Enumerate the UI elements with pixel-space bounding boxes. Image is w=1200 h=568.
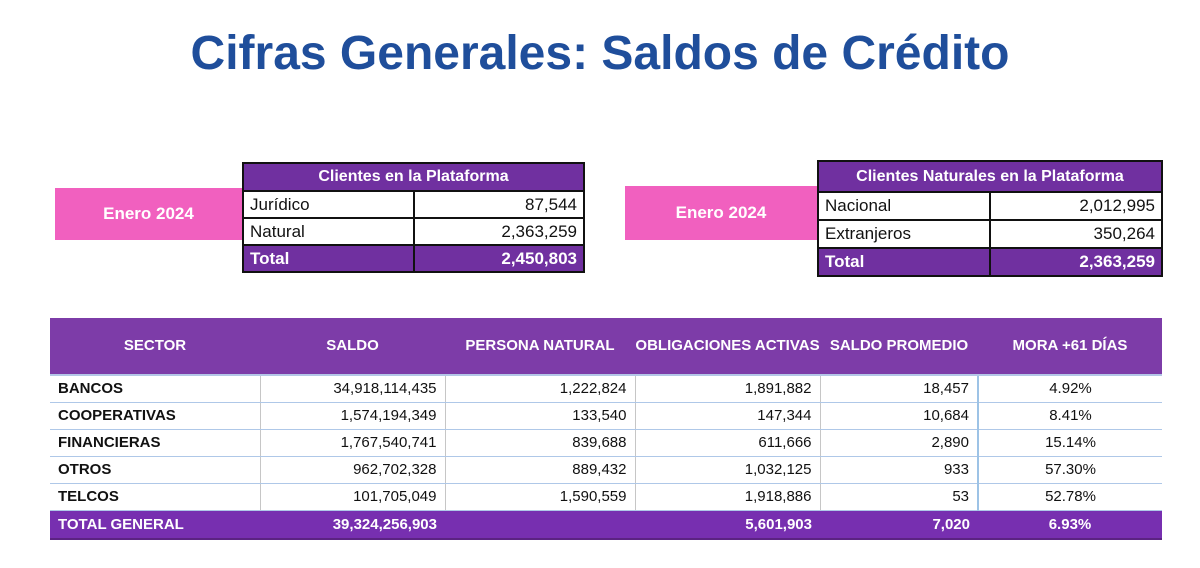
clients-platform-table: Clientes en la Plataforma Jurídico 87,54… [242,162,585,273]
cell-mora: 15.14% [977,428,1162,457]
cell-mora: 4.92% [977,374,1162,403]
table-row-telcos: TELCOS 101,705,049 1,590,559 1,918,886 5… [50,482,1162,511]
cell-persona-natural: 889,432 [444,455,636,484]
cell-total-label: TOTAL GENERAL [50,510,260,540]
cell-persona-natural: 133,540 [444,401,636,430]
grand-total-row: TOTAL GENERAL 39,324,256,903 5,601,903 7… [50,510,1162,540]
period-banner-left: Enero 2024 [55,188,242,240]
table-row: Jurídico 87,544 [242,190,585,219]
cell-saldo: 1,767,540,741 [259,428,446,457]
cell-saldo-promedio: 53 [819,482,979,511]
row-value: 87,544 [412,190,585,219]
cell-mora: 57.30% [977,455,1162,484]
column-header-obligaciones-activas: OBLIGACIONES ACTIVAS [635,318,820,376]
cell-sector: FINANCIERAS [50,428,261,457]
table-row-cooperativas: COOPERATIVAS 1,574,194,349 133,540 147,3… [50,401,1162,430]
table-row: Nacional 2,012,995 [817,191,1163,221]
cell-saldo-promedio: 933 [819,455,979,484]
column-header-saldo: SALDO [260,318,445,376]
period-label: Enero 2024 [675,203,767,222]
cell-saldo-promedio: 10,684 [819,401,979,430]
table-row-financieras: FINANCIERAS 1,767,540,741 839,688 611,66… [50,428,1162,457]
row-label: Extranjeros [817,219,991,249]
cell-obligaciones: 147,344 [634,401,821,430]
cell-sector: OTROS [50,455,261,484]
cell-saldo: 1,574,194,349 [259,401,446,430]
cell-saldo: 962,702,328 [259,455,446,484]
row-value: 350,264 [989,219,1163,249]
cell-total-persona-natural [445,510,635,540]
table-row-bancos: BANCOS 34,918,114,435 1,222,824 1,891,88… [50,374,1162,403]
cell-saldo-promedio: 18,457 [819,374,979,403]
cell-obligaciones: 1,918,886 [634,482,821,511]
column-header-mora: MORA +61 DÍAS [978,318,1162,376]
cell-mora: 8.41% [977,401,1162,430]
row-label: Nacional [817,191,991,221]
cell-total-saldo-promedio: 7,020 [820,510,978,540]
sector-balances-table: SECTOR SALDO PERSONA NATURAL OBLIGACIONE… [50,318,1162,540]
mini-table-header: Clientes Naturales en la Plataforma [817,160,1163,193]
cell-saldo: 34,918,114,435 [259,374,446,403]
row-value: 2,363,259 [412,217,585,246]
cell-sector: BANCOS [50,374,261,403]
cell-obligaciones: 1,891,882 [634,374,821,403]
cell-total-obligaciones: 5,601,903 [635,510,820,540]
total-value: 2,363,259 [989,247,1163,277]
total-label: Total [817,247,991,277]
cell-saldo: 101,705,049 [259,482,446,511]
page-title: Cifras Generales: Saldos de Crédito [190,27,1010,80]
column-header-saldo-promedio: SALDO PROMEDIO [820,318,978,376]
mini-table-header: Clientes en la Plataforma [242,162,585,192]
table-row: Natural 2,363,259 [242,217,585,246]
cell-saldo-promedio: 2,890 [819,428,979,457]
cell-persona-natural: 1,222,824 [444,374,636,403]
cell-total-saldo: 39,324,256,903 [260,510,445,540]
row-value: 2,012,995 [989,191,1163,221]
cell-sector: TELCOS [50,482,261,511]
cell-sector: COOPERATIVAS [50,401,261,430]
total-row: Total 2,363,259 [817,247,1163,277]
cell-persona-natural: 839,688 [444,428,636,457]
total-value: 2,450,803 [412,244,585,273]
period-banner-right: Enero 2024 [625,186,817,240]
column-header-sector: SECTOR [50,318,260,376]
column-header-persona-natural: PERSONA NATURAL [445,318,635,376]
cell-obligaciones: 611,666 [634,428,821,457]
cell-obligaciones: 1,032,125 [634,455,821,484]
row-label: Jurídico [242,190,415,219]
header-row: SECTOR SALDO PERSONA NATURAL OBLIGACIONE… [50,318,1162,376]
cell-total-mora: 6.93% [978,510,1162,540]
cell-mora: 52.78% [977,482,1162,511]
total-label: Total [242,244,415,273]
table-row-otros: OTROS 962,702,328 889,432 1,032,125 933 … [50,455,1162,484]
table-row: Extranjeros 350,264 [817,219,1163,249]
row-label: Natural [242,217,415,246]
natural-clients-table: Clientes Naturales en la Plataforma Naci… [817,160,1163,277]
period-label: Enero 2024 [103,204,194,223]
total-row: Total 2,450,803 [242,244,585,273]
cell-persona-natural: 1,590,559 [444,482,636,511]
